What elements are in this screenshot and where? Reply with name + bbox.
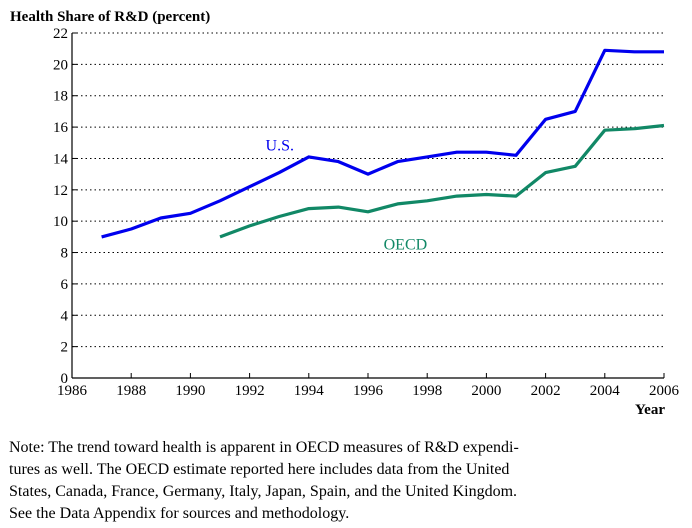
x-tick-label: 2000 [471,383,501,399]
y-tick-label: 18 [53,89,68,105]
series-lines: U.S. OECD [101,48,665,253]
y-tick-label: 6 [61,277,69,293]
grid [72,32,664,348]
y-tick-label: 14 [53,151,69,167]
y-tick-label: 0 [61,371,69,387]
note-line: tures as well. The OECD estimate reporte… [9,461,510,478]
x-tick-label: 1998 [412,383,442,399]
axes [71,32,665,379]
y-tick-label: 10 [53,214,68,230]
x-tick-label: 2002 [531,383,561,399]
y-tick-label: 22 [53,26,68,42]
note-line: States, Canada, France, Germany, Italy, … [9,483,518,500]
tick-labels: 0 2 4 6 8 10 12 14 16 18 20 22 1986 1988 1990 1992 1994 1… [53,26,680,399]
y-tick-label: 8 [61,246,69,262]
note: Note: The trend toward health is apparen… [9,437,685,525]
y-tick-label: 4 [61,308,69,324]
y-tick-label: 2 [61,340,69,356]
x-tick-label: 1996 [353,383,384,399]
x-tick-label: 1992 [235,383,265,399]
x-tick-label: 1986 [57,383,88,399]
note-line: See the Data Appendix for sources and me… [9,505,350,522]
note-line: Note: The trend toward health is apparen… [9,439,519,456]
series-line-oecd [219,123,665,239]
x-tick-label: 2004 [590,383,621,399]
y-tick-label: 20 [53,57,68,73]
series-line-us [101,48,664,239]
y-tick-label: 12 [53,183,68,199]
x-tick-label: 2006 [649,383,680,399]
series-label-oecd: OECD [384,236,428,253]
x-tick-label: 1990 [175,383,205,399]
chart: Health Share of R&D (percent) 0 2 4 6 8 10 12 1… [10,9,680,418]
chart-title: Health Share of R&D (percent) [10,9,210,25]
x-tick-label: 1994 [294,383,325,399]
x-tick-label: 1988 [116,383,146,399]
series-label-us: U.S. [266,138,294,155]
y-tick-label: 16 [53,120,69,136]
x-axis-title: Year [635,402,665,418]
